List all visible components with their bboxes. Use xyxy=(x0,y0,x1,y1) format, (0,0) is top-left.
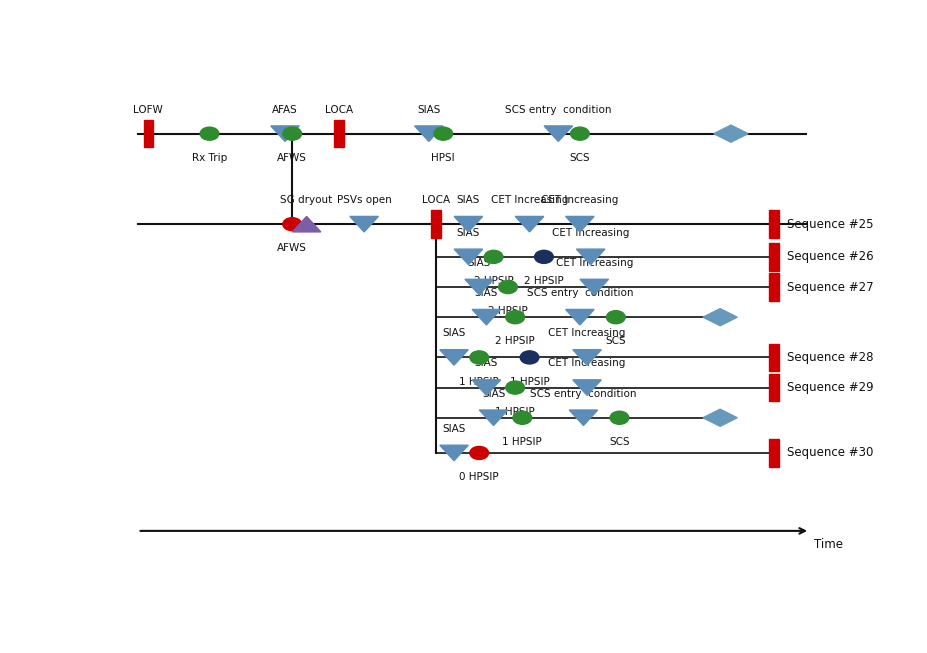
Circle shape xyxy=(570,127,589,140)
Text: 1 HPSIP: 1 HPSIP xyxy=(459,377,499,387)
Bar xyxy=(334,120,343,148)
Text: Rx Trip: Rx Trip xyxy=(192,153,227,163)
Text: SCS: SCS xyxy=(569,153,590,163)
Bar xyxy=(768,439,778,467)
Text: 1 HPSIP: 1 HPSIP xyxy=(495,407,535,417)
Text: SIAS: SIAS xyxy=(456,195,479,205)
Circle shape xyxy=(513,411,531,424)
Text: CET Increasing: CET Increasing xyxy=(552,228,629,238)
Text: AFAS: AFAS xyxy=(272,104,298,114)
Text: SCS entry  condition: SCS entry condition xyxy=(529,389,636,398)
Polygon shape xyxy=(572,349,601,365)
Text: 2 HPSIP: 2 HPSIP xyxy=(473,276,513,286)
Text: AFWS: AFWS xyxy=(277,153,307,163)
Text: 2 HPSIP: 2 HPSIP xyxy=(495,336,535,346)
Text: Sequence #27: Sequence #27 xyxy=(786,281,872,294)
Polygon shape xyxy=(565,216,593,232)
Polygon shape xyxy=(479,410,507,426)
Text: SIAS: SIAS xyxy=(442,424,465,434)
Polygon shape xyxy=(414,126,442,142)
Polygon shape xyxy=(568,410,597,426)
Text: SIAS: SIAS xyxy=(417,104,440,114)
Text: Sequence #29: Sequence #29 xyxy=(786,381,872,394)
Polygon shape xyxy=(349,216,378,232)
Circle shape xyxy=(283,217,301,231)
Polygon shape xyxy=(439,349,468,365)
Text: SIAS: SIAS xyxy=(475,358,498,368)
Circle shape xyxy=(200,127,219,140)
Bar xyxy=(768,243,778,271)
Circle shape xyxy=(609,411,629,424)
Text: SIAS: SIAS xyxy=(442,328,465,338)
Circle shape xyxy=(434,127,452,140)
Polygon shape xyxy=(453,249,482,264)
Circle shape xyxy=(484,250,502,263)
Text: PSVs open: PSVs open xyxy=(337,195,391,205)
Text: Sequence #30: Sequence #30 xyxy=(786,447,872,460)
Polygon shape xyxy=(543,126,572,142)
Text: SIAS: SIAS xyxy=(467,258,490,268)
Text: CET Increasing: CET Increasing xyxy=(490,195,567,205)
Text: SIAS: SIAS xyxy=(475,288,498,298)
Polygon shape xyxy=(514,216,543,232)
Circle shape xyxy=(469,351,488,364)
Polygon shape xyxy=(464,279,493,295)
Bar xyxy=(431,210,440,238)
Bar xyxy=(768,343,778,372)
Text: Sequence #25: Sequence #25 xyxy=(786,217,872,231)
Text: CET Increasing: CET Increasing xyxy=(548,328,625,338)
Circle shape xyxy=(505,381,524,394)
Polygon shape xyxy=(271,126,298,142)
Polygon shape xyxy=(439,445,468,461)
Polygon shape xyxy=(472,380,500,395)
Text: LOCA: LOCA xyxy=(324,104,352,114)
Text: AFWS: AFWS xyxy=(277,244,307,253)
Polygon shape xyxy=(703,409,736,426)
Text: Sequence #28: Sequence #28 xyxy=(786,351,872,364)
Circle shape xyxy=(534,250,552,263)
Text: CET Increasing: CET Increasing xyxy=(555,258,632,268)
Text: SCS: SCS xyxy=(608,437,629,447)
Text: CET Increasing: CET Increasing xyxy=(548,358,625,368)
Bar xyxy=(768,210,778,238)
Text: 1 HPSIP: 1 HPSIP xyxy=(502,437,541,447)
Text: 0 HPSIP: 0 HPSIP xyxy=(459,472,499,482)
Text: LOFW: LOFW xyxy=(133,104,163,114)
Bar xyxy=(144,120,153,148)
Polygon shape xyxy=(292,216,321,232)
Polygon shape xyxy=(703,309,736,326)
Polygon shape xyxy=(713,125,747,142)
Text: SIAS: SIAS xyxy=(481,389,504,398)
Polygon shape xyxy=(565,310,593,325)
Text: 2 HPSIP: 2 HPSIP xyxy=(524,276,564,286)
Text: Sequence #26: Sequence #26 xyxy=(786,250,872,263)
Text: SCS entry  condition: SCS entry condition xyxy=(504,104,611,114)
Bar xyxy=(768,273,778,301)
Text: LOCA: LOCA xyxy=(422,195,450,205)
Text: SCS entry  condition: SCS entry condition xyxy=(526,288,632,298)
Polygon shape xyxy=(472,310,500,325)
Circle shape xyxy=(520,351,539,364)
Circle shape xyxy=(606,311,625,324)
Text: 1 HPSIP: 1 HPSIP xyxy=(509,377,549,387)
Circle shape xyxy=(283,127,301,140)
Text: SIAS: SIAS xyxy=(456,228,479,238)
Circle shape xyxy=(498,281,516,294)
Text: Time: Time xyxy=(813,539,842,551)
Text: 2 HPSIP: 2 HPSIP xyxy=(488,306,527,316)
Text: SCS: SCS xyxy=(605,336,626,346)
Text: HPSI: HPSI xyxy=(431,153,454,163)
Bar xyxy=(768,374,778,402)
Polygon shape xyxy=(453,216,482,232)
Polygon shape xyxy=(572,380,601,395)
Text: CET Increasing: CET Increasing xyxy=(540,195,618,205)
Circle shape xyxy=(505,311,524,324)
Text: SG dryout: SG dryout xyxy=(280,195,333,205)
Polygon shape xyxy=(576,249,604,264)
Circle shape xyxy=(469,447,488,460)
Polygon shape xyxy=(579,279,608,295)
